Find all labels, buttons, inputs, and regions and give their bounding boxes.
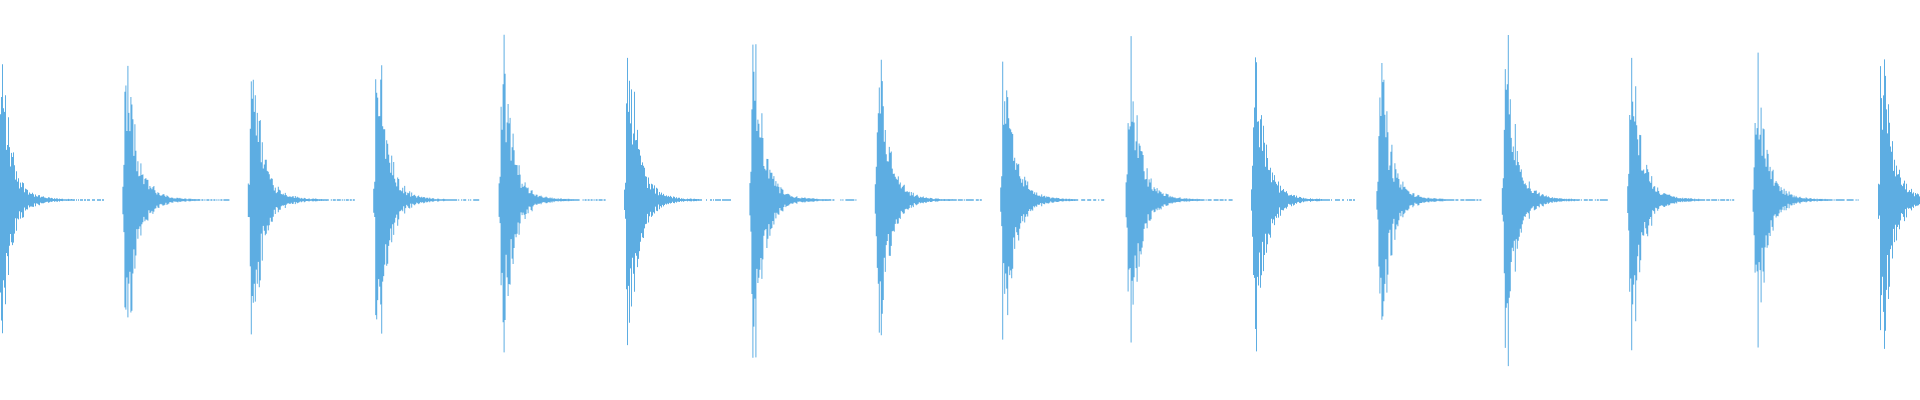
- waveform-burst: [0, 64, 104, 334]
- waveform-burst: [498, 34, 606, 353]
- waveform-burst: [749, 44, 857, 358]
- waveform-burst: [247, 79, 355, 335]
- waveform-burst: [1501, 35, 1608, 367]
- waveform-burst: [1752, 52, 1859, 348]
- waveform-burst: [373, 65, 480, 334]
- waveform-burst: [1627, 57, 1735, 351]
- waveform-burst: [1000, 61, 1105, 340]
- waveform-burst: [1878, 59, 1920, 349]
- waveform-burst: [624, 57, 731, 346]
- waveform-burst: [122, 65, 230, 318]
- waveform-burst: [1376, 63, 1482, 320]
- waveform-burst: [1251, 57, 1355, 352]
- waveform-burst: [874, 59, 982, 336]
- waveform-bursts: [0, 34, 1920, 367]
- waveform-burst: [1125, 36, 1233, 343]
